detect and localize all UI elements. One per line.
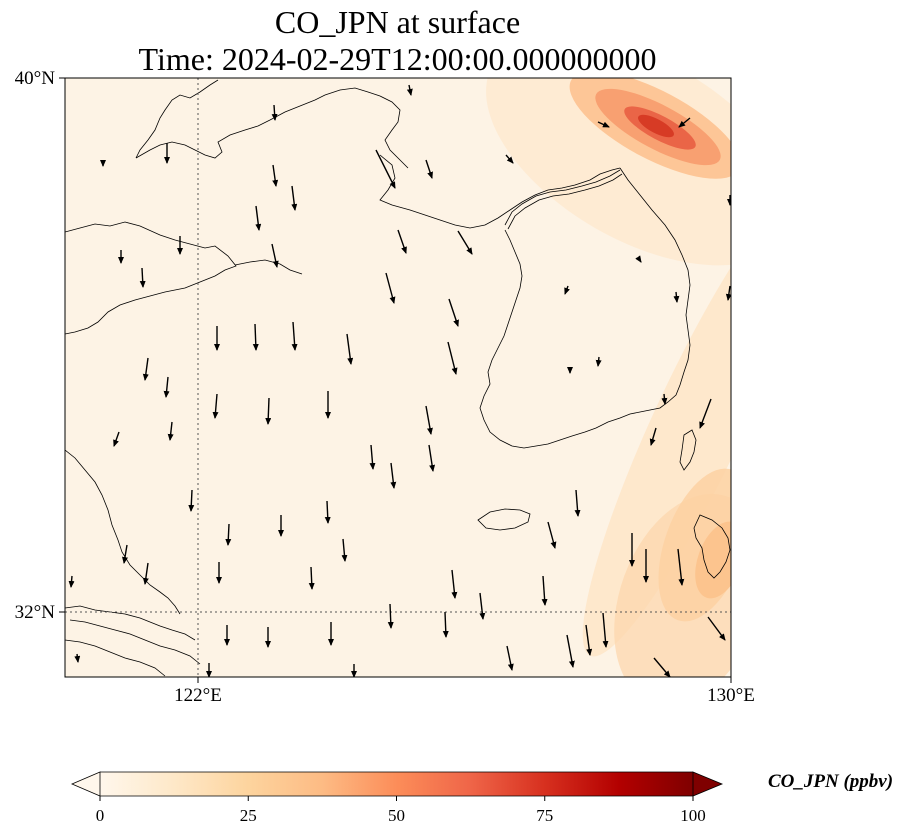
- wind-arrow: [113, 431, 120, 447]
- wind-arrow: [678, 117, 691, 128]
- lon-label-130: 130°E: [707, 685, 755, 706]
- wind-arrow: [139, 267, 146, 288]
- wind-arrow: [479, 592, 486, 620]
- lat-label-32: 32°N: [15, 602, 56, 623]
- wind-arrow: [541, 575, 548, 606]
- wind-arrow: [167, 421, 174, 441]
- wind-arrow: [425, 405, 433, 435]
- coastlines: [65, 79, 731, 677]
- lat-label-40: 40°N: [15, 68, 56, 89]
- wind-arrow: [653, 657, 671, 677]
- wind-arrow: [661, 393, 668, 405]
- wind-arrow: [375, 149, 396, 189]
- wind-arrow: [673, 291, 680, 303]
- wind-arrow: [725, 285, 731, 301]
- wind-arrow: [547, 521, 557, 549]
- wind-arrow: [265, 397, 272, 425]
- wind-arrow: [425, 159, 433, 179]
- map-frame: [64, 77, 732, 678]
- wind-arrow: [406, 84, 413, 96]
- colorbar-tick-label: 50: [388, 806, 405, 825]
- wind-arrow: [390, 462, 397, 489]
- wind-arrow: [597, 121, 610, 128]
- wind-arrow: [142, 357, 149, 381]
- wind-arrow: [122, 544, 128, 564]
- wind-arrow: [225, 523, 232, 546]
- wind-arrow: [448, 298, 459, 327]
- wind-arrow: [341, 538, 348, 562]
- wind-arrow: [385, 272, 396, 304]
- concentration-field: [65, 78, 731, 677]
- wind-arrow: [346, 333, 354, 365]
- wind-arrow: [699, 398, 712, 429]
- wind-arrow: [387, 603, 394, 629]
- colorbar-extend-high: [692, 771, 724, 797]
- wind-arrow: [506, 645, 514, 671]
- colorbar-tick-label: 25: [240, 806, 257, 825]
- lon-label-122: 122°E: [174, 685, 222, 706]
- colorbar-gradient: [100, 772, 693, 796]
- colorbar-tick-label: 75: [536, 806, 553, 825]
- wind-arrow: [595, 356, 602, 367]
- wind-arrow: [212, 393, 219, 419]
- colorbar-tick-label: 0: [96, 806, 105, 825]
- wind-arrow: [291, 185, 298, 211]
- northeast-hotspot: [569, 78, 731, 179]
- wind-arrow: [369, 444, 376, 470]
- wind-arrow: [324, 500, 331, 524]
- wind-arrow: [505, 154, 514, 164]
- lon-axis: 122°E 130°E: [174, 677, 755, 706]
- wind-arrow: [397, 229, 407, 254]
- wind-vectors: [68, 84, 731, 677]
- wind-arrow: [574, 489, 581, 517]
- colorbar-tick-label: 100: [680, 806, 706, 825]
- wind-arrow: [255, 205, 262, 231]
- map-title: CO_JPN at surface: [274, 4, 521, 40]
- wind-arrow: [163, 376, 170, 398]
- wind-arrow: [74, 653, 81, 663]
- wind-arrow: [142, 562, 149, 585]
- wind-arrow: [447, 341, 458, 375]
- wind-arrow: [271, 104, 278, 121]
- wind-arrow: [428, 444, 436, 472]
- wind-arrow: [291, 321, 298, 351]
- wind-arrow: [677, 548, 685, 586]
- gridlines: [65, 78, 731, 677]
- wind-arrow: [602, 612, 609, 648]
- wind-arrow: [188, 489, 195, 512]
- wind-arrow: [707, 616, 726, 641]
- wind-arrow: [442, 611, 449, 638]
- wind-arrow: [308, 566, 315, 590]
- wind-arrow: [252, 323, 259, 351]
- colorbar-title: CO_JPN (ppbv): [768, 771, 893, 792]
- wind-arrow: [649, 427, 657, 446]
- colorbar: 0 25 50 75 100 CO_JPN (ppbv): [70, 771, 893, 825]
- wind-arrow: [585, 624, 593, 656]
- wind-arrow: [457, 230, 473, 255]
- wind-arrow: [68, 575, 75, 588]
- lat-axis: 40°N 32°N: [15, 68, 65, 623]
- wind-arrow: [272, 164, 279, 187]
- wind-arrow: [271, 243, 279, 268]
- map-time-subtitle: Time: 2024-02-29T12:00:00.000000000: [138, 41, 657, 77]
- wind-arrow: [564, 285, 570, 295]
- colorbar-extend-low: [70, 771, 101, 797]
- wind-arrow: [635, 255, 642, 263]
- wind-arrow: [451, 569, 458, 599]
- wind-arrow: [566, 634, 575, 668]
